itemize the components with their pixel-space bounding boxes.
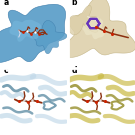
Polygon shape <box>64 0 135 57</box>
Point <box>95 26 97 28</box>
Text: a: a <box>3 0 9 7</box>
Point <box>104 100 106 102</box>
Text: c: c <box>3 65 8 75</box>
Point <box>22 31 24 33</box>
Point <box>86 100 88 102</box>
Text: d: d <box>71 65 77 75</box>
Point <box>18 100 20 102</box>
Polygon shape <box>32 21 67 54</box>
Polygon shape <box>66 5 100 35</box>
Point <box>90 99 92 101</box>
Point <box>38 33 40 35</box>
Point <box>34 31 36 33</box>
Point <box>26 30 28 32</box>
Point <box>99 99 101 101</box>
Point <box>27 101 29 103</box>
Point <box>103 30 105 32</box>
Polygon shape <box>9 20 41 42</box>
Text: b: b <box>71 0 77 7</box>
Polygon shape <box>82 16 105 39</box>
Polygon shape <box>0 4 66 63</box>
Point <box>22 99 25 101</box>
Point <box>111 33 113 35</box>
Point <box>31 99 33 101</box>
Point <box>30 33 32 35</box>
Point <box>95 101 97 103</box>
Point <box>36 100 38 102</box>
